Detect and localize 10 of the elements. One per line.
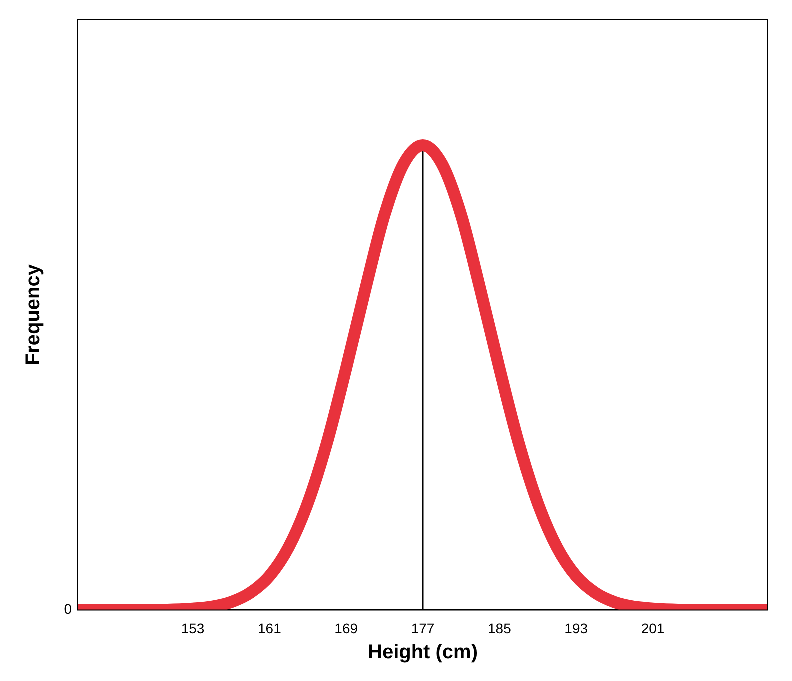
x-tick-label: 153	[181, 620, 205, 636]
x-tick-label: 169	[334, 620, 358, 636]
x-tick-label: 193	[564, 620, 588, 636]
x-tick-label: 177	[411, 620, 435, 636]
x-tick-label: 161	[258, 620, 282, 636]
y-axis-title: Frequency	[22, 264, 45, 366]
text: 0	[64, 601, 72, 618]
x-axis-title: Height (cm)	[368, 642, 478, 664]
x-tick-label: 201	[641, 620, 665, 636]
x-tick-label: 185	[488, 620, 512, 636]
